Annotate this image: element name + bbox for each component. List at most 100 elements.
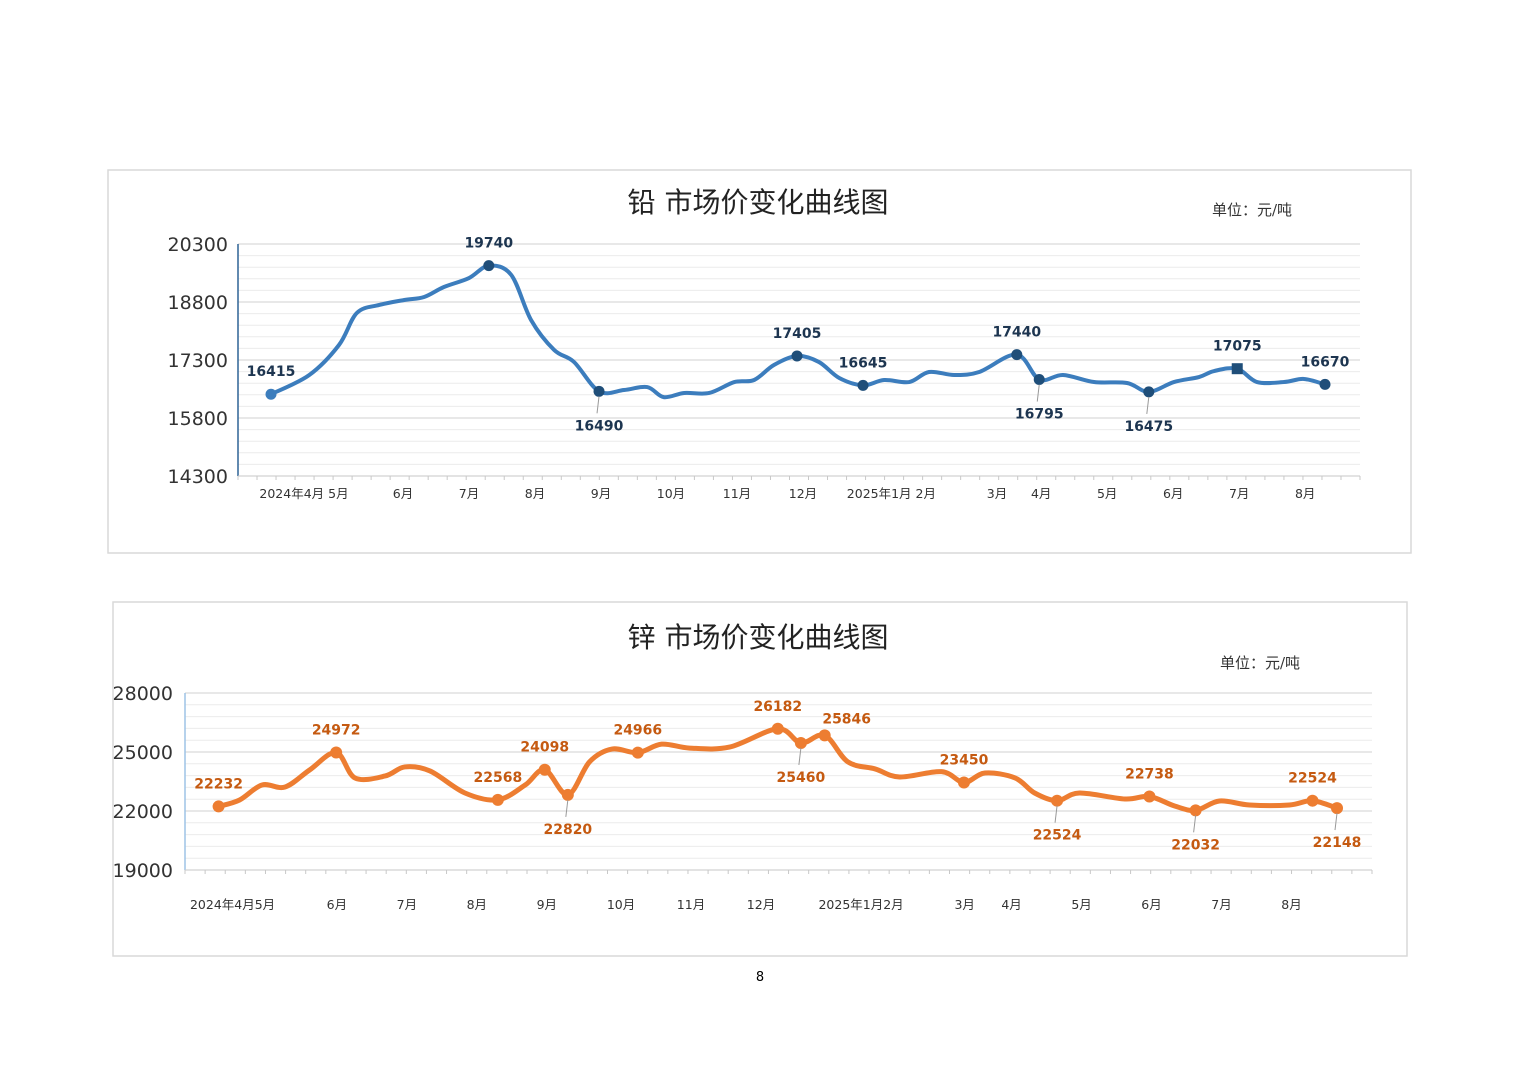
data-label: 26182 xyxy=(753,699,802,715)
data-point-marker xyxy=(771,722,784,735)
data-label: 24972 xyxy=(312,723,361,739)
data-point-marker xyxy=(957,776,970,789)
data-label: 22032 xyxy=(1171,837,1220,853)
plot-area: 28000 25000 22000 19000 2024年4月5月 6月 7月 8月 9月 10月… xyxy=(113,683,1373,912)
data-label: 25846 xyxy=(822,711,871,727)
y-tick-label: 25000 xyxy=(113,742,173,764)
data-point-marker xyxy=(491,793,504,806)
page-number: 8 xyxy=(756,970,764,985)
data-point-marker xyxy=(483,260,495,272)
data-point-marker xyxy=(1143,790,1156,803)
x-tick-label: 7月 xyxy=(459,486,479,501)
data-point-marker xyxy=(818,729,831,742)
data-label: 22524 xyxy=(1033,828,1082,844)
data-point-marker xyxy=(561,788,574,801)
data-label: 16795 xyxy=(1015,407,1064,423)
data-label: 17405 xyxy=(773,326,822,342)
x-tick-label: 5月 xyxy=(1097,486,1117,501)
x-tick-label: 3月 xyxy=(987,486,1007,501)
data-label: 22568 xyxy=(473,770,522,786)
unit-label: 单位：元/吨 xyxy=(1220,654,1300,672)
data-label: 24966 xyxy=(613,723,662,739)
x-tick-label: 2025年1月2月 xyxy=(818,897,903,912)
y-tick-label: 18800 xyxy=(168,292,228,314)
x-tick-label: 2025年1月 2月 xyxy=(847,486,936,501)
leader-line xyxy=(798,747,802,766)
x-tick-label: 9月 xyxy=(537,897,557,912)
x-tick-label: 9月 xyxy=(591,486,611,501)
data-point-marker xyxy=(791,350,803,362)
y-tick-label: 20300 xyxy=(168,234,228,256)
data-label: 16645 xyxy=(839,355,888,371)
chart-frame xyxy=(112,601,1408,957)
x-tick-label: 2024年4月 5月 xyxy=(259,486,348,501)
chart-title: 铅 市场价变化曲线图 xyxy=(628,186,889,219)
data-point-marker xyxy=(1189,804,1202,817)
y-tick-label: 22000 xyxy=(113,801,173,823)
data-label: 19740 xyxy=(464,236,513,252)
x-tick-label: 8月 xyxy=(525,486,545,501)
data-point-marker xyxy=(212,800,225,813)
y-tick-label: 28000 xyxy=(113,683,173,705)
data-label: 22232 xyxy=(194,776,243,792)
data-point-marker xyxy=(1331,802,1344,815)
lead-price-chart: 铅 市场价变化曲线图 单位：元/吨 20300 18800 17300 15800 14… xyxy=(107,169,1412,554)
x-tick-label: 12月 xyxy=(747,897,775,912)
leader-line xyxy=(1193,815,1197,833)
data-label: 16475 xyxy=(1124,419,1173,435)
x-tick-label: 6月 xyxy=(1163,486,1183,501)
data-point-marker xyxy=(1011,349,1023,361)
leader-line xyxy=(1146,396,1150,414)
x-tick-label: 6月 xyxy=(327,897,347,912)
leader-line xyxy=(1054,805,1058,823)
data-point-marker xyxy=(1033,374,1045,386)
x-tick-label: 3月 xyxy=(954,897,974,912)
x-tick-label: 10月 xyxy=(607,897,635,912)
x-tick-label: 10月 xyxy=(657,486,685,501)
plot-area: 20300 18800 17300 15800 14300 2024年4月 5月 6月 7月 8… xyxy=(168,234,1361,501)
data-label: 22524 xyxy=(1288,771,1337,787)
data-label: 25460 xyxy=(777,770,826,786)
data-point-marker xyxy=(1051,794,1064,807)
data-point-marker xyxy=(1319,378,1331,390)
x-tick-label: 7月 xyxy=(1211,897,1231,912)
x-tick-label: 7月 xyxy=(1229,486,1249,501)
data-point-marker xyxy=(538,763,551,776)
x-tick-label: 12月 xyxy=(789,486,817,501)
x-tick-label: 11月 xyxy=(677,897,705,912)
data-label: 16670 xyxy=(1301,354,1350,370)
data-point-marker xyxy=(593,385,605,397)
x-tick-label: 7月 xyxy=(397,897,417,912)
data-point-marker xyxy=(631,746,644,759)
data-label: 22820 xyxy=(543,822,592,838)
x-tick-label: 2024年4月5月 xyxy=(190,897,275,912)
data-point-marker xyxy=(265,388,277,400)
y-tick-label: 17300 xyxy=(168,350,228,372)
data-point-marker xyxy=(1143,386,1155,398)
data-point-marker xyxy=(1306,794,1319,807)
x-tick-label: 11月 xyxy=(723,486,751,501)
data-label: 17440 xyxy=(992,325,1041,341)
lead-price-line xyxy=(269,263,1328,400)
y-tick-label: 15800 xyxy=(168,408,228,430)
data-point-marker xyxy=(794,736,807,749)
x-tick-label: 5月 xyxy=(1071,897,1091,912)
x-tick-label: 4月 xyxy=(1001,897,1021,912)
data-label: 23450 xyxy=(940,752,989,768)
x-tick-label: 6月 xyxy=(393,486,413,501)
y-tick-label: 14300 xyxy=(168,466,228,488)
x-tick-label: 8月 xyxy=(1295,486,1315,501)
y-tick-label: 19000 xyxy=(113,860,173,882)
unit-label: 单位：元/吨 xyxy=(1212,201,1292,219)
data-label: 22738 xyxy=(1125,766,1174,782)
x-tick-label: 4月 xyxy=(1031,486,1051,501)
data-label: 24098 xyxy=(520,740,569,756)
x-tick-label: 8月 xyxy=(1281,897,1301,912)
leader-line xyxy=(1036,384,1040,402)
data-label: 22148 xyxy=(1313,835,1362,851)
leader-line xyxy=(596,396,600,414)
data-point-marker xyxy=(857,379,869,391)
x-tick-label: 6月 xyxy=(1141,897,1161,912)
data-label: 17075 xyxy=(1213,339,1262,355)
